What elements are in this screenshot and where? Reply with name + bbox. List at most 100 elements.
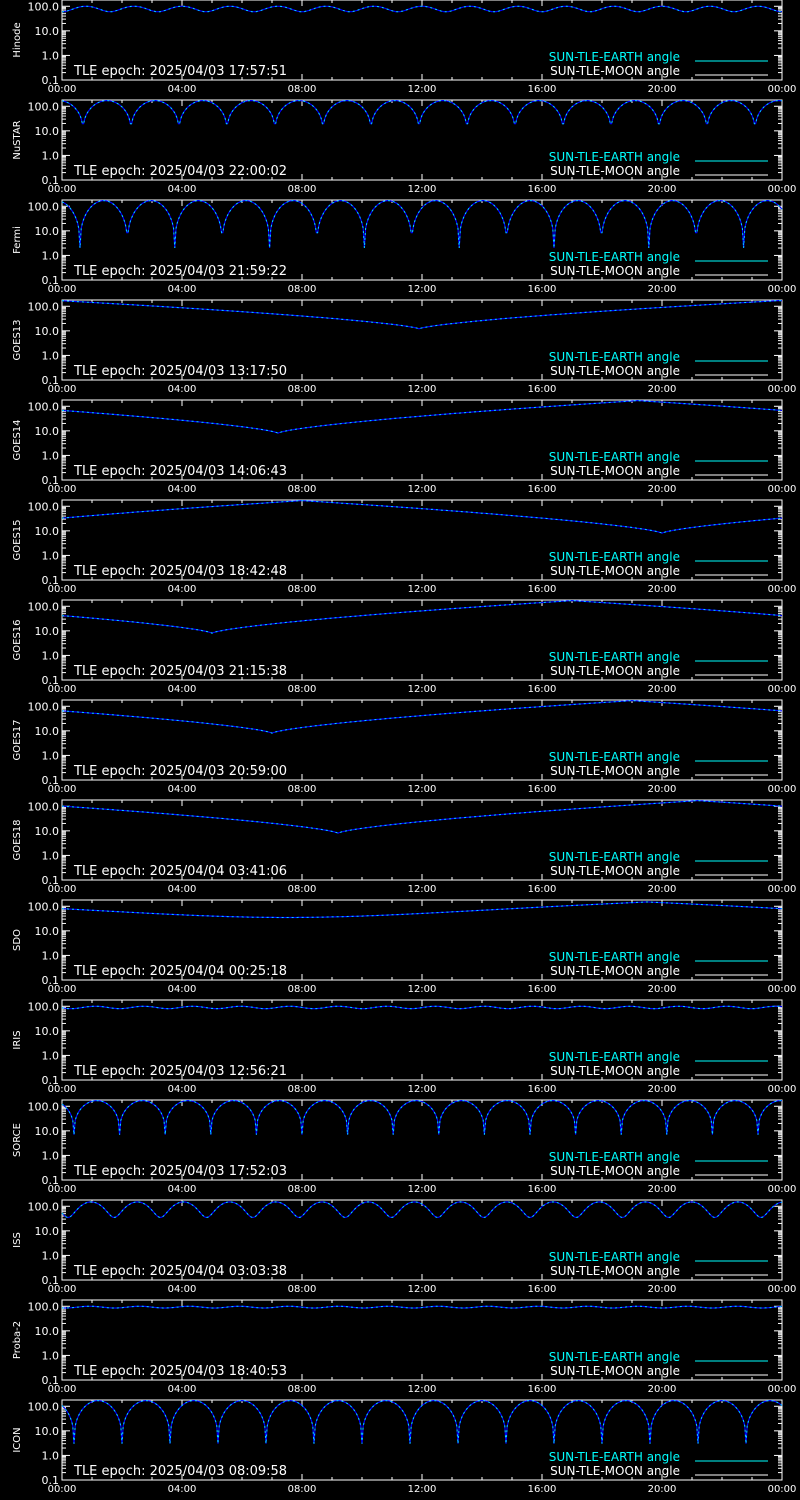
x-tick-label: 08:00: [288, 484, 317, 495]
tle-epoch-label: TLE epoch: 2025/04/03 18:40:53: [73, 1364, 287, 1379]
x-tick-label: 12:00: [408, 1484, 437, 1495]
x-tick-label: 16:00: [528, 484, 557, 495]
chart-panel-fermi: 100.010.01.00.100:00 04:00 08:00 12:00 16:00…: [12, 199, 797, 295]
y-tick-label: 100.0: [28, 100, 60, 113]
legend-moon-label: SUN-TLE-MOON angle: [550, 664, 680, 678]
y-tick-label: 100.0: [28, 600, 60, 613]
x-tick-label: 20:00: [648, 184, 677, 195]
x-tick-label: 16:00: [528, 284, 557, 295]
chart-panel-nustar: 100.010.01.00.100:00 04:00 08:00 12:00 16:00…: [12, 99, 797, 195]
y-tick-label: 10.0: [35, 25, 60, 38]
x-tick-label: 00:00: [768, 284, 797, 295]
y-tick-label: 0.1: [42, 874, 60, 887]
sun-tle-earth-series: [61, 1099, 783, 1135]
legend-moon-label: SUN-TLE-MOON angle: [550, 564, 680, 578]
y-axis-label: Proba-2: [12, 1321, 23, 1359]
x-tick-label: 08:00: [288, 684, 317, 695]
y-tick-label: 10.0: [35, 125, 60, 138]
x-tick-label: 08:00: [288, 184, 317, 195]
y-tick-label: 1.0: [42, 649, 60, 662]
chart-panel-icon: 100.010.01.00.100:00 04:00 08:00 12:00 16:00…: [12, 1399, 796, 1495]
y-tick-label: 0.1: [42, 74, 60, 87]
tle-epoch-label: TLE epoch: 2025/04/03 12:56:21: [73, 1064, 287, 1079]
y-tick-label: 100.0: [28, 1000, 60, 1013]
legend-earth-label: SUN-TLE-EARTH angle: [549, 1350, 680, 1364]
legend-earth-label: SUN-TLE-EARTH angle: [549, 850, 680, 864]
x-tick-label: 20:00: [648, 284, 677, 295]
y-tick-label: 0.1: [42, 774, 60, 787]
x-tick-label: 04:00: [168, 884, 197, 895]
y-tick-label: 0.1: [42, 1274, 60, 1287]
y-tick-label: 0.1: [42, 1374, 60, 1387]
y-axis-label: SORCE: [12, 1123, 23, 1157]
tle-epoch-label: TLE epoch: 2025/04/04 03:03:38: [73, 1264, 287, 1279]
x-tick-label: 12:00: [408, 1084, 437, 1095]
x-tick-label: 08:00: [288, 1084, 317, 1095]
y-axis-label: Fermi: [12, 226, 23, 254]
x-tick-label: 00:00: [48, 584, 77, 595]
legend-moon-label: SUN-TLE-MOON angle: [550, 64, 680, 78]
legend-earth-label: SUN-TLE-EARTH angle: [549, 150, 680, 164]
tle-epoch-label: TLE epoch: 2025/04/03 21:59:22: [73, 264, 287, 279]
x-tick-label: 04:00: [168, 784, 197, 795]
x-tick-label: 12:00: [408, 1284, 437, 1295]
y-tick-label: 1.0: [42, 449, 60, 462]
sun-tle-earth-highlight: [61, 500, 783, 534]
sun-tle-earth-highlight: [61, 200, 783, 249]
x-tick-label: 00:00: [768, 184, 797, 195]
y-tick-label: 100.0: [28, 200, 60, 213]
x-tick-label: 16:00: [528, 884, 557, 895]
y-axis-label: GOES16: [12, 619, 23, 660]
x-tick-label: 08:00: [288, 284, 317, 295]
y-axis-label: IRIS: [12, 1030, 23, 1049]
legend-moon-label: SUN-TLE-MOON angle: [550, 464, 680, 478]
sun-tle-earth-highlight: [61, 400, 783, 434]
y-tick-label: 100.0: [28, 1100, 60, 1113]
x-tick-label: 20:00: [648, 1384, 677, 1395]
x-tick-label: 00:00: [48, 1484, 77, 1495]
tle-epoch-label: TLE epoch: 2025/04/03 20:59:00: [73, 764, 287, 779]
y-tick-label: 100.0: [28, 0, 60, 13]
x-tick-label: 04:00: [168, 84, 197, 95]
chart-panel-hinode: 100.010.01.00.100:00 04:00 08:00 12:00 16:00…: [12, 0, 796, 95]
y-tick-label: 0.1: [42, 1474, 60, 1487]
x-tick-label: 00:00: [48, 284, 77, 295]
x-tick-label: 08:00: [288, 1384, 317, 1395]
y-tick-label: 10.0: [35, 1325, 60, 1338]
chart-panel-sorce: 100.010.01.00.100:00 04:00 08:00 12:00 16:00…: [12, 1099, 796, 1195]
y-tick-label: 10.0: [35, 225, 60, 238]
x-tick-label: 00:00: [48, 984, 77, 995]
x-tick-label: 12:00: [408, 984, 437, 995]
x-tick-label: 00:00: [48, 84, 77, 95]
y-tick-label: 100.0: [28, 900, 60, 913]
x-tick-label: 00:00: [768, 584, 797, 595]
sun-tle-earth-highlight: [61, 800, 782, 834]
y-axis-label: ICON: [12, 1427, 23, 1452]
x-tick-label: 04:00: [168, 1384, 197, 1395]
chart-panel-iris: 100.010.01.00.100:00 04:00 08:00 12:00 16:00…: [12, 999, 796, 1095]
tle-epoch-label: TLE epoch: 2025/04/03 21:15:38: [73, 664, 287, 679]
legend-earth-label: SUN-TLE-EARTH angle: [549, 250, 680, 264]
x-tick-label: 12:00: [408, 1384, 437, 1395]
x-tick-label: 00:00: [768, 884, 797, 895]
y-tick-label: 10.0: [35, 1125, 60, 1138]
y-tick-label: 0.1: [42, 1174, 60, 1187]
x-tick-label: 00:00: [48, 884, 77, 895]
x-tick-label: 16:00: [528, 1384, 557, 1395]
y-tick-label: 10.0: [35, 825, 60, 838]
y-tick-label: 10.0: [35, 1425, 60, 1438]
x-tick-label: 08:00: [288, 584, 317, 595]
tle-epoch-label: TLE epoch: 2025/04/03 17:57:51: [73, 64, 287, 79]
x-tick-label: 08:00: [288, 1484, 317, 1495]
x-tick-label: 00:00: [48, 784, 77, 795]
tle-epoch-label: TLE epoch: 2025/04/03 08:09:58: [73, 1464, 287, 1479]
legend-earth-label: SUN-TLE-EARTH angle: [549, 550, 680, 564]
x-tick-label: 12:00: [408, 1184, 437, 1195]
y-tick-label: 10.0: [35, 325, 60, 338]
y-tick-label: 1.0: [42, 1449, 60, 1462]
y-tick-label: 1.0: [42, 149, 60, 162]
x-tick-label: 04:00: [168, 184, 197, 195]
x-tick-label: 04:00: [168, 984, 197, 995]
x-tick-label: 00:00: [48, 384, 77, 395]
legend-earth-label: SUN-TLE-EARTH angle: [549, 650, 680, 664]
